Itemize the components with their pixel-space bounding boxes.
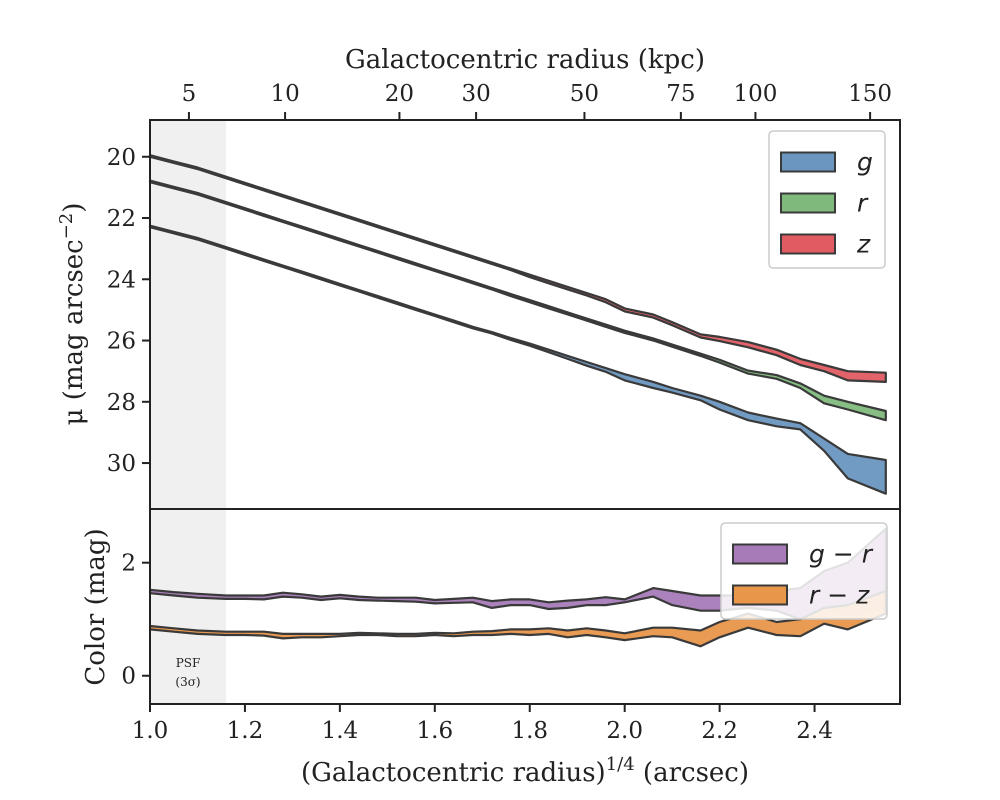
xtick-label: 1.8	[511, 718, 548, 744]
top-y-ticks: 20 22 24 26 28 30	[107, 145, 150, 477]
legend-swatch	[780, 151, 836, 173]
bottom-y-axis-title: Color (mag)	[81, 528, 111, 685]
bottom-legend: g − r r − z	[720, 522, 888, 620]
top-axis-title: Galactocentric radius (kpc)	[345, 45, 705, 75]
surface-brightness-series	[148, 154, 887, 495]
band-mu-z	[148, 154, 887, 383]
band-mu-r	[148, 179, 887, 422]
legend-swatch	[780, 192, 836, 214]
xtick-label: 1.4	[322, 718, 359, 744]
kpc-tick-label: 75	[666, 81, 695, 107]
legend-swatch	[780, 233, 836, 255]
bottom-ytick-label: 2	[121, 551, 136, 577]
legend-label: g − r	[809, 540, 874, 569]
xtick-label: 1.0	[132, 718, 169, 744]
top-ytick-label: 22	[107, 206, 136, 232]
legend-label: r − z	[809, 581, 870, 610]
kpc-tick-label: 150	[848, 81, 892, 107]
psf-band-bottom	[151, 510, 226, 703]
kpc-tick-label: 50	[570, 81, 599, 107]
legend-label: r	[857, 189, 869, 218]
kpc-tick-label: 30	[461, 81, 490, 107]
kpc-tick-label: 100	[733, 81, 777, 107]
bottom-x-axis-title: (Galactocentric radius)1/4 (arcsec)	[301, 754, 749, 788]
xtick-label: 2.4	[796, 718, 833, 744]
psf-label-line1: PSF	[176, 656, 201, 670]
legend-swatch	[732, 543, 788, 565]
xtick-label: 2.0	[606, 718, 643, 744]
psf-label-line2: (3σ)	[175, 675, 200, 689]
kpc-tick-label: 20	[385, 81, 414, 107]
xtick-label: 1.2	[227, 718, 264, 744]
band-mu-g	[148, 224, 887, 495]
top-ytick-label: 30	[107, 451, 136, 477]
bottom-x-ticks: 1.0 1.2 1.4 1.6 1.8 2.0 2.2 2.4	[132, 704, 833, 744]
bottom-ytick-label: 0	[121, 664, 136, 690]
kpc-tick-label: 10	[270, 81, 299, 107]
psf-band-top	[151, 121, 226, 509]
legend-swatch	[732, 584, 788, 606]
top-y-axis-title: μ (mag arcsec−2)	[56, 203, 89, 426]
top-ytick-label: 24	[107, 267, 136, 293]
top-ytick-label: 28	[107, 390, 136, 416]
top-axis-ticks: 5 10 20 30 50 75 100 150	[182, 81, 892, 120]
legend-label: g	[857, 148, 873, 177]
xtick-label: 2.2	[701, 718, 738, 744]
top-legend: grz	[768, 130, 886, 269]
xtick-label: 1.6	[417, 718, 454, 744]
kpc-tick-label: 5	[182, 81, 197, 107]
top-ytick-label: 26	[107, 329, 136, 355]
legend-label: z	[856, 230, 871, 259]
top-ytick-label: 20	[107, 145, 136, 171]
bottom-y-ticks: 02	[121, 551, 150, 690]
bottom-panel-frame	[149, 508, 901, 705]
